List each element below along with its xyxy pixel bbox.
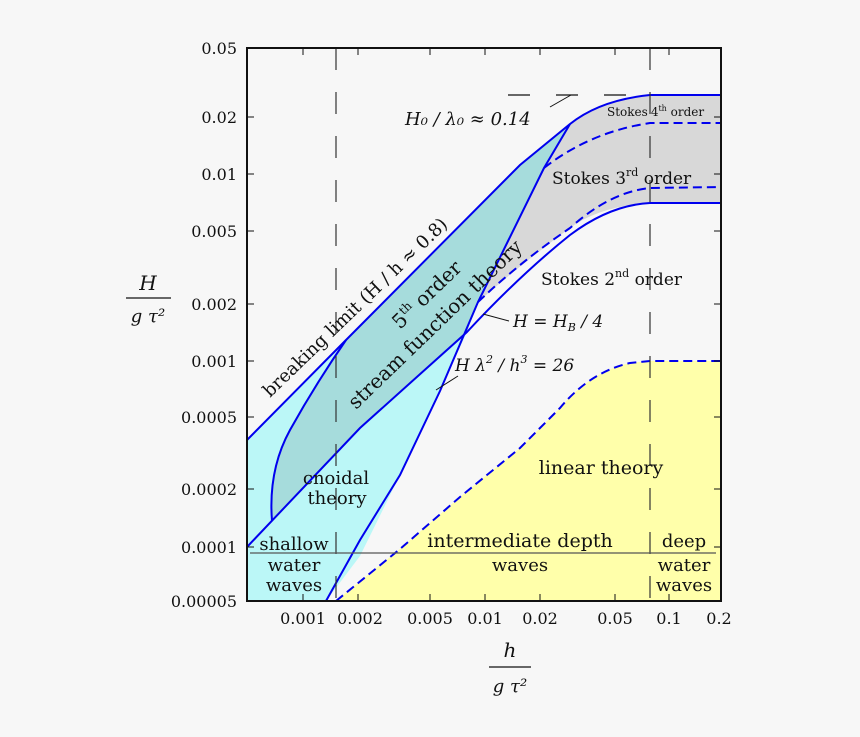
label-shallow-2: water xyxy=(268,555,321,576)
curve-hb-over-4 xyxy=(246,202,721,548)
label-deep-2: water xyxy=(658,555,711,576)
y-axis-label: H g τ² xyxy=(126,271,171,327)
y-tick-labels: 0.05 0.02 0.01 0.005 0.002 0.001 0.0005 … xyxy=(171,39,237,611)
label-shallow-1: shallow xyxy=(259,534,329,555)
region-stokes-higher xyxy=(478,95,721,302)
curve-stokes-3-4 xyxy=(477,186,722,303)
y-tick-label: 0.005 xyxy=(191,222,237,241)
region-stream-function xyxy=(271,124,570,521)
label-stokes-4th: Stokes 4th order xyxy=(607,104,704,119)
label-hb-over-4: H = HB / 4 xyxy=(512,312,603,334)
leader-steepness xyxy=(549,94,572,108)
curve-linear-limit xyxy=(335,360,721,602)
x-tick-label: 0.05 xyxy=(597,609,633,628)
y-tick-label: 0.0005 xyxy=(181,408,237,427)
y-tick-label: 0.002 xyxy=(191,295,237,314)
label-intermediate-2: waves xyxy=(492,555,548,576)
label-steepness-limit: H₀ / λ₀ ≈ 0.14 xyxy=(404,109,531,130)
y-tick-label: 0.05 xyxy=(201,39,237,58)
label-cnoidal-2: theory xyxy=(307,488,367,509)
x-tick-label: 0.1 xyxy=(656,609,681,628)
x-tick-label: 0.002 xyxy=(337,609,383,628)
x-tick-label: 0.2 xyxy=(706,609,731,628)
y-tick-label: 0.001 xyxy=(191,352,237,371)
x-axis-label: h g τ² xyxy=(489,638,531,697)
curve-breaking-limit xyxy=(246,94,721,441)
curve-stokes-4-5 xyxy=(543,122,721,169)
y-ticks xyxy=(247,116,721,548)
label-ursell: H λ2 / h3 = 26 xyxy=(454,353,574,376)
x-tick-label: 0.005 xyxy=(407,609,453,628)
leader-hb4 xyxy=(482,313,510,322)
label-stokes-2nd: Stokes 2nd order xyxy=(541,267,683,290)
label-shallow-3: waves xyxy=(266,575,322,596)
x-axis-numerator: h xyxy=(504,638,517,662)
label-intermediate-1: intermediate depth xyxy=(427,530,612,552)
y-tick-label: 0.00005 xyxy=(171,592,237,611)
x-axis-denominator: g τ² xyxy=(493,676,527,697)
leader-ursell xyxy=(435,375,459,391)
label-stokes-3rd: Stokes 3rd order xyxy=(552,166,692,189)
label-deep-3: waves xyxy=(656,575,712,596)
y-tick-label: 0.0002 xyxy=(181,480,237,499)
plot-frame xyxy=(246,47,722,602)
x-tick-label: 0.02 xyxy=(522,609,558,628)
label-linear-theory: linear theory xyxy=(539,457,664,479)
x-tick-labels: 0.001 0.002 0.005 0.01 0.02 0.05 0.1 0.2 xyxy=(280,609,732,628)
y-axis-denominator: g τ² xyxy=(131,306,165,327)
y-axis-numerator: H xyxy=(138,271,157,295)
label-deep-1: deep xyxy=(662,531,706,552)
x-tick-label: 0.01 xyxy=(467,609,503,628)
label-cnoidal-1: cnoidal xyxy=(303,468,370,489)
x-tick-label: 0.001 xyxy=(280,609,326,628)
x-ticks xyxy=(302,48,670,601)
curve-cnoidal-boundary xyxy=(270,339,347,522)
region-cnoidal xyxy=(247,332,467,601)
y-tick-label: 0.0001 xyxy=(181,538,237,557)
region-linear-theory xyxy=(336,361,721,601)
y-tick-label: 0.01 xyxy=(201,165,237,184)
y-tick-label: 0.02 xyxy=(201,108,237,127)
